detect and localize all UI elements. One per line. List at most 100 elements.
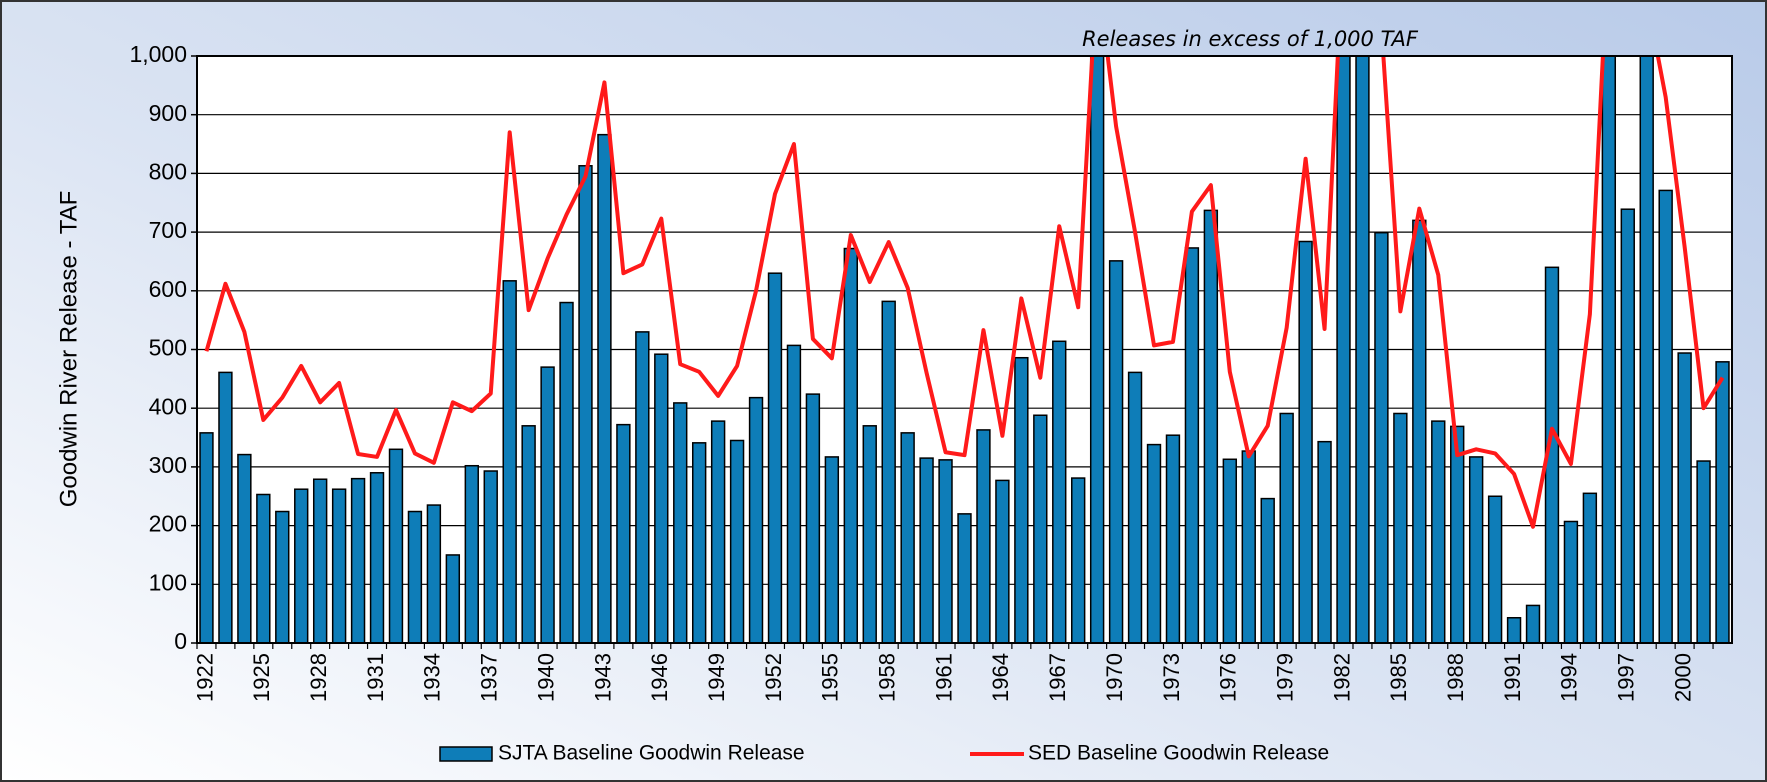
x-tick-label: 1970 — [1102, 653, 1127, 702]
bar — [843, 247, 858, 643]
x-tick-label: 1982 — [1329, 653, 1354, 702]
bar — [578, 165, 593, 643]
x-tick-label: 1949 — [704, 653, 729, 702]
bar — [540, 366, 555, 643]
bar — [1412, 219, 1427, 643]
bar — [1052, 340, 1067, 643]
bar — [559, 301, 574, 643]
bar — [294, 488, 309, 643]
x-tick-label: 1958 — [875, 653, 900, 702]
bar — [1715, 361, 1730, 643]
x-tick-label: 1997 — [1614, 653, 1639, 702]
bar — [1336, 56, 1351, 643]
x-tick-label: 1943 — [590, 653, 615, 702]
x-tick-label: 1928 — [306, 653, 331, 702]
x-tick-label: 1940 — [533, 653, 558, 702]
bar — [369, 472, 385, 643]
bar — [1203, 209, 1219, 643]
bar — [1127, 371, 1143, 643]
legend: SJTA Baseline Goodwin Release SED Baselin… — [439, 742, 1329, 765]
bar — [616, 423, 631, 643]
bar — [919, 457, 934, 643]
bar — [862, 425, 877, 643]
y-tick-label: 200 — [149, 511, 187, 537]
y-tick-label: 100 — [149, 569, 187, 595]
bar — [426, 504, 442, 643]
bar — [483, 470, 498, 643]
bar — [1431, 420, 1446, 643]
bar — [256, 493, 271, 643]
bar — [1658, 189, 1673, 643]
bar — [1393, 412, 1408, 643]
y-tick-label: 1,000 — [129, 41, 187, 67]
y-tick-label: 0 — [174, 628, 187, 654]
bar — [635, 331, 650, 643]
y-tick-label: 900 — [149, 100, 187, 126]
x-tick-label: 2000 — [1670, 653, 1695, 702]
plot-marks — [199, 56, 1730, 643]
x-tick-label: 1937 — [477, 653, 502, 702]
bar — [218, 371, 233, 643]
bar — [995, 479, 1010, 643]
x-tick-label: 1979 — [1272, 653, 1297, 702]
bar — [1033, 414, 1048, 643]
bar — [331, 488, 347, 643]
bar — [1222, 458, 1238, 643]
bar — [597, 133, 612, 643]
bar — [1184, 247, 1200, 643]
y-tick-label: 800 — [149, 158, 187, 184]
bar — [199, 432, 214, 643]
bar — [275, 510, 290, 643]
y-tick-label: 300 — [149, 452, 187, 478]
x-tick-label: 1976 — [1216, 653, 1241, 702]
bar — [502, 280, 517, 643]
bar — [1241, 450, 1256, 643]
x-tick-label: 1985 — [1386, 653, 1411, 702]
x-tick-label: 1994 — [1557, 653, 1582, 702]
bar — [767, 272, 783, 643]
x-tick-label: 1988 — [1443, 653, 1468, 702]
legend-swatch — [439, 746, 493, 762]
bar — [1620, 208, 1635, 643]
bar — [445, 554, 461, 643]
bar — [1525, 604, 1541, 643]
bar — [407, 510, 423, 643]
y-tick-label: 400 — [149, 393, 187, 419]
bar — [312, 478, 328, 643]
bar — [710, 420, 726, 643]
plot-border — [196, 55, 1733, 644]
x-tick-label: 1946 — [647, 653, 672, 702]
bar — [938, 459, 953, 643]
x-tick-label: 1931 — [363, 653, 388, 702]
bar — [1601, 56, 1617, 643]
bar — [1089, 56, 1105, 643]
bar — [237, 453, 252, 643]
x-tick-label: 1952 — [761, 653, 786, 702]
bar — [805, 393, 821, 643]
bar — [748, 396, 764, 643]
bar — [388, 448, 404, 643]
bar — [729, 439, 745, 643]
bar — [1639, 56, 1654, 643]
bar — [824, 456, 840, 643]
bar — [1677, 352, 1692, 643]
bar — [350, 477, 366, 643]
bar — [881, 300, 896, 643]
line — [204, 56, 1725, 529]
legend-label: SJTA Baseline Goodwin Release — [498, 742, 805, 765]
bar — [1506, 617, 1522, 643]
x-tick-label: 1922 — [192, 653, 217, 702]
x-tick-label: 1991 — [1500, 653, 1525, 702]
bar — [1071, 477, 1086, 643]
bar — [1014, 356, 1029, 643]
bar — [1108, 260, 1124, 643]
bar — [1146, 443, 1162, 643]
bar — [1487, 495, 1503, 643]
bar — [957, 513, 972, 643]
bar — [1317, 440, 1332, 643]
x-tick-label: 1967 — [1045, 653, 1070, 702]
x-tick-label: 1955 — [818, 653, 843, 702]
annotation: Releases in excess of 1,000 TAF — [1082, 27, 1419, 51]
bar — [691, 442, 707, 643]
bar — [654, 353, 669, 643]
